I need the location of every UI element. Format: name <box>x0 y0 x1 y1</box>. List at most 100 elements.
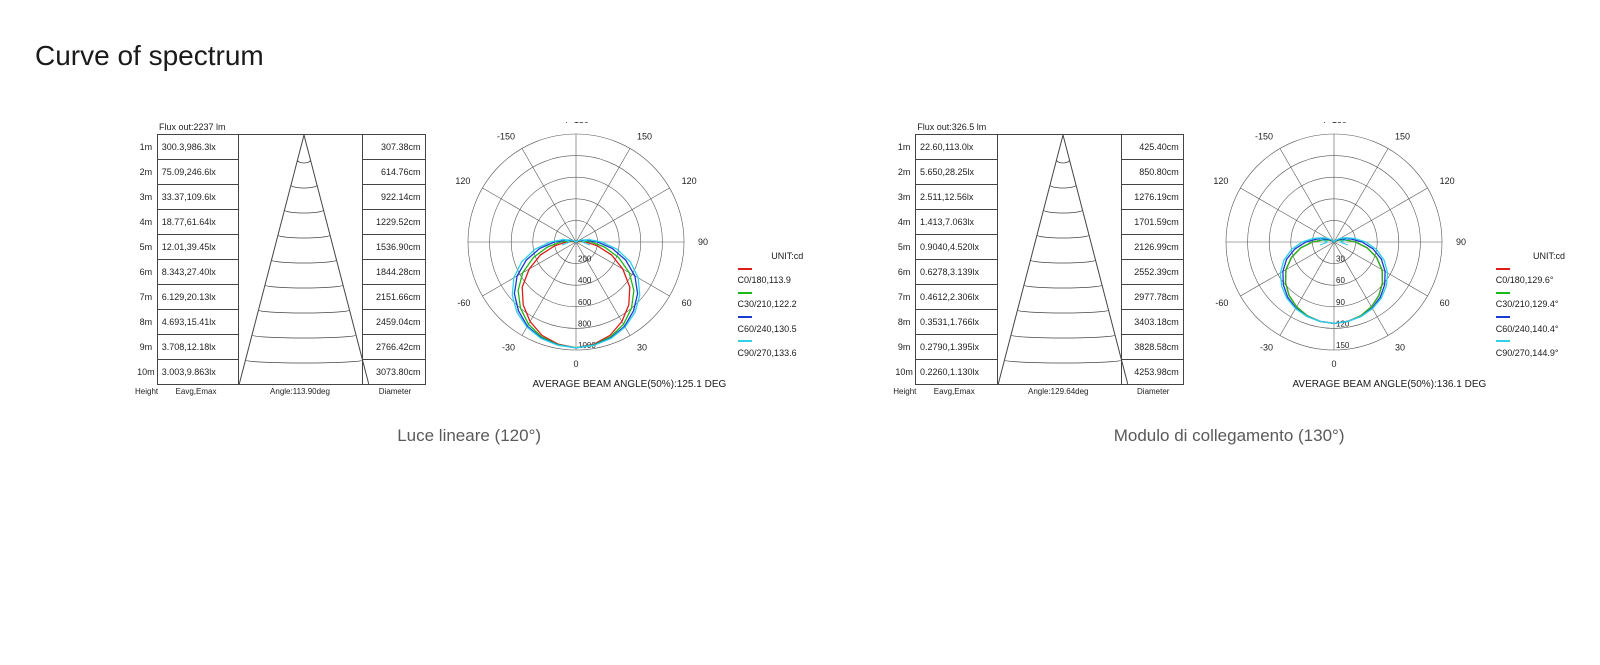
svg-text:0: 0 <box>1331 359 1336 369</box>
page-title: Curve of spectrum <box>35 40 1565 72</box>
cone-diameter: 1844.28cm <box>363 260 425 285</box>
legend-item: C30/210,129.4° <box>1496 286 1565 310</box>
svg-text:-/+180: -/+180 <box>563 122 589 125</box>
legend-item: C90/270,133.6 <box>738 335 804 359</box>
cone-lx: 4.693,15.41lx <box>157 310 239 335</box>
svg-text:-30: -30 <box>502 343 515 353</box>
unit-label: UNIT:cd <box>738 250 804 262</box>
cone-height: 4m <box>893 210 915 235</box>
cone-lx: 3.708,12.18lx <box>157 335 239 360</box>
cone-height: 7m <box>135 285 157 310</box>
cone-diameter: 425.40cm <box>1121 135 1183 160</box>
flux-label: Flux out:326.5 lm <box>917 122 1184 132</box>
cone-diameter: 2459.04cm <box>363 310 425 335</box>
cone-diagram-cell <box>239 135 363 385</box>
polar-chart: 3060901201500306090120150-/+180-150-120-… <box>1214 122 1565 390</box>
cone-lx: 12.01,39.45lx <box>157 235 239 260</box>
cone-footer: Height Eavg,Emax Angle:129.64deg Diamete… <box>893 387 1184 396</box>
cone-diameter: 2977.78cm <box>1121 285 1183 310</box>
cone-height: 6m <box>893 260 915 285</box>
cone-diameter: 307.38cm <box>363 135 425 160</box>
cone-lx: 0.2260,1.130lx <box>915 360 997 385</box>
svg-text:400: 400 <box>578 276 592 285</box>
cone-height: 5m <box>893 235 915 260</box>
svg-text:-60: -60 <box>1215 298 1228 308</box>
cone-lx: 300.3,986.3lx <box>157 135 239 160</box>
cone-diameter: 1701.59cm <box>1121 210 1183 235</box>
cone-diameter: 850.80cm <box>1121 160 1183 185</box>
cone-height: 2m <box>135 160 157 185</box>
svg-text:90: 90 <box>1456 237 1466 247</box>
svg-text:30: 30 <box>1395 343 1405 353</box>
svg-text:-150: -150 <box>1255 131 1273 141</box>
cone-height: 1m <box>135 135 157 160</box>
cone-diameter: 2126.99cm <box>1121 235 1183 260</box>
cone-height: 10m <box>893 360 915 385</box>
cone-diameter: 3828.58cm <box>1121 335 1183 360</box>
legend-item: C30/210,122.2 <box>738 286 804 310</box>
svg-text:-120: -120 <box>1214 176 1228 186</box>
cone-lx: 0.9040,4.520lx <box>915 235 997 260</box>
svg-text:90: 90 <box>1336 298 1345 307</box>
cone-lx: 2.511,12.56lx <box>915 185 997 210</box>
svg-text:90: 90 <box>698 237 708 247</box>
avg-beam-label: AVERAGE BEAM ANGLE(50%):136.1 DEG <box>1214 379 1565 390</box>
cone-height: 2m <box>893 160 915 185</box>
svg-text:150: 150 <box>637 131 652 141</box>
svg-text:30: 30 <box>637 343 647 353</box>
svg-text:-150: -150 <box>497 131 515 141</box>
cone-height: 5m <box>135 235 157 260</box>
cone-height: 7m <box>893 285 915 310</box>
legend-item: C0/180,129.6° <box>1496 262 1565 286</box>
cone-table: 1m 22.60,113.0lx 425.40cm 2m 5.650,28.25… <box>893 134 1184 385</box>
svg-text:-/+180: -/+180 <box>1321 122 1347 125</box>
svg-text:60: 60 <box>1439 298 1449 308</box>
avg-beam-label: AVERAGE BEAM ANGLE(50%):125.1 DEG <box>456 379 804 390</box>
cone-chart: Flux out:2237 lm 1m 300.3,986.3lx 307.38… <box>135 122 426 396</box>
svg-text:60: 60 <box>681 298 691 308</box>
cone-diameter: 922.14cm <box>363 185 425 210</box>
svg-text:120: 120 <box>681 176 696 186</box>
polar-chart: 20040060080010000306090120150-/+180-150-… <box>456 122 804 390</box>
cone-diameter: 1536.90cm <box>363 235 425 260</box>
unit-label: UNIT:cd <box>1496 250 1565 262</box>
cone-diameter: 2151.66cm <box>363 285 425 310</box>
flux-label: Flux out:2237 lm <box>159 122 426 132</box>
cone-lx: 33.37,109.6lx <box>157 185 239 210</box>
svg-text:-60: -60 <box>457 298 470 308</box>
cone-lx: 0.6278,3.139lx <box>915 260 997 285</box>
polar-legend: UNIT:cd C0/180,129.6°C30/210,129.4°C60/2… <box>1496 250 1565 359</box>
cone-diagram-cell <box>997 135 1121 385</box>
svg-text:120: 120 <box>1336 319 1350 328</box>
cone-diameter: 1229.52cm <box>363 210 425 235</box>
legend-item: C60/240,140.4° <box>1496 310 1565 334</box>
cone-height: 8m <box>893 310 915 335</box>
cone-diameter: 4253.98cm <box>1121 360 1183 385</box>
svg-text:30: 30 <box>1336 255 1345 264</box>
spectrum-panel: Flux out:2237 lm 1m 300.3,986.3lx 307.38… <box>135 122 803 446</box>
cone-diameter: 614.76cm <box>363 160 425 185</box>
svg-text:-120: -120 <box>456 176 470 186</box>
legend-item: C60/240,130.5 <box>738 310 804 334</box>
cone-lx: 5.650,28.25lx <box>915 160 997 185</box>
svg-text:150: 150 <box>1395 131 1410 141</box>
cone-height: 8m <box>135 310 157 335</box>
svg-text:150: 150 <box>1336 341 1350 350</box>
svg-text:60: 60 <box>1336 276 1345 285</box>
polar-legend: UNIT:cd C0/180,113.9C30/210,122.2C60/240… <box>738 250 804 359</box>
legend-item: C90/270,144.9° <box>1496 335 1565 359</box>
cone-footer: Height Eavg,Emax Angle:113.90deg Diamete… <box>135 387 426 396</box>
cone-height: 9m <box>135 335 157 360</box>
cone-height: 4m <box>135 210 157 235</box>
cone-lx: 1.413,7.063lx <box>915 210 997 235</box>
svg-text:120: 120 <box>1439 176 1454 186</box>
cone-diameter: 2552.39cm <box>1121 260 1183 285</box>
cone-height: 9m <box>893 335 915 360</box>
cone-chart: Flux out:326.5 lm 1m 22.60,113.0lx 425.4… <box>893 122 1184 396</box>
cone-lx: 0.4612,2.306lx <box>915 285 997 310</box>
cone-height: 10m <box>135 360 157 385</box>
panel-caption: Modulo di collegamento (130°) <box>1114 426 1345 446</box>
cone-height: 3m <box>135 185 157 210</box>
cone-lx: 0.3531,1.766lx <box>915 310 997 335</box>
svg-text:0: 0 <box>573 359 578 369</box>
